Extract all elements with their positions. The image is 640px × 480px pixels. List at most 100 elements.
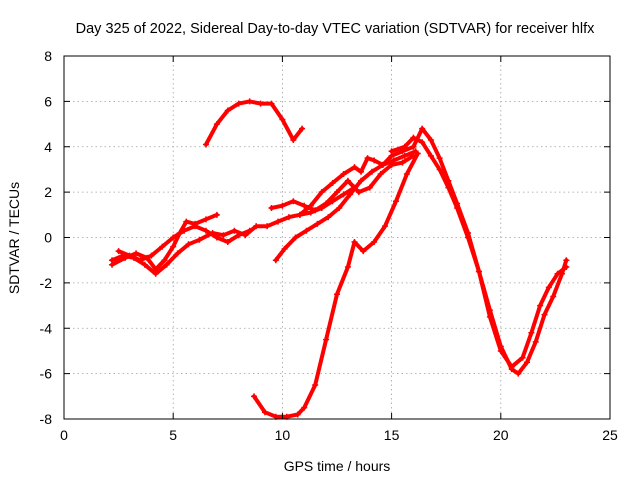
data-point	[347, 191, 354, 198]
data-point	[388, 148, 395, 155]
x-tick-label: 25	[602, 427, 618, 443]
data-point	[290, 198, 297, 205]
series-trace	[110, 212, 219, 272]
data-point	[213, 234, 220, 241]
data-point	[344, 177, 351, 184]
data-point	[355, 189, 362, 196]
data-point	[268, 205, 275, 212]
series-arc-afternoon-descent	[388, 134, 570, 377]
data-point	[329, 180, 336, 187]
data-point	[382, 223, 389, 230]
data-point	[323, 200, 330, 207]
series-arc-early-high	[202, 98, 306, 148]
data-point	[296, 211, 303, 218]
data-point	[368, 168, 375, 175]
data-point	[358, 168, 365, 175]
data-point	[427, 152, 434, 159]
data-point	[202, 141, 209, 148]
series-arc-morning-b	[109, 184, 358, 277]
data-point	[141, 261, 148, 268]
data-point	[371, 239, 378, 246]
y-tick-label: -4	[40, 320, 53, 336]
data-point	[224, 107, 231, 114]
data-point	[213, 211, 220, 218]
data-point	[264, 223, 271, 230]
data-point	[251, 393, 258, 400]
data-point	[399, 159, 406, 166]
data-point	[137, 257, 144, 264]
data-point	[351, 164, 358, 171]
data-point	[366, 184, 373, 191]
data-point	[299, 125, 306, 132]
data-point	[515, 370, 522, 377]
data-point	[486, 313, 493, 320]
x-tick-label: 10	[275, 427, 291, 443]
data-point	[231, 227, 238, 234]
data-point	[360, 248, 367, 255]
data-point	[528, 329, 535, 336]
data-point	[563, 257, 570, 264]
y-tick-label: -6	[40, 366, 53, 382]
data-point	[427, 136, 434, 143]
data-point	[148, 252, 155, 259]
series-trace	[389, 135, 569, 376]
data-point	[285, 214, 292, 221]
data-point	[344, 263, 351, 270]
data-point	[390, 157, 397, 164]
y-tick-label: 2	[44, 184, 52, 200]
series-arc-midday-a	[268, 152, 417, 214]
data-point	[202, 216, 209, 223]
data-point	[246, 98, 253, 105]
data-point	[318, 189, 325, 196]
data-point	[454, 200, 461, 207]
data-point	[312, 381, 319, 388]
data-point	[401, 152, 408, 159]
data-point	[436, 166, 443, 173]
data-point	[358, 177, 365, 184]
data-point	[202, 227, 209, 234]
data-point	[272, 257, 279, 264]
data-point	[312, 207, 319, 214]
data-point	[126, 252, 133, 259]
data-point	[109, 257, 116, 264]
data-point	[475, 268, 482, 275]
data-point	[550, 293, 557, 300]
data-point	[185, 241, 192, 248]
data-point	[170, 234, 177, 241]
data-point	[183, 218, 190, 225]
x-axis-label: GPS time / hours	[284, 458, 391, 474]
data-point	[152, 270, 159, 277]
data-point	[379, 161, 386, 168]
data-point	[275, 218, 282, 225]
data-point	[281, 245, 288, 252]
axis-ticks: 0 5 10 15 20 25 -8 -6 -4 -2 0 2 4 6 8	[40, 48, 618, 443]
x-tick-label: 0	[60, 427, 68, 443]
data-point	[301, 202, 308, 209]
data-point	[340, 191, 347, 198]
data-point	[419, 125, 426, 132]
data-point	[257, 100, 264, 107]
data-point	[340, 170, 347, 177]
data-point	[279, 202, 286, 209]
data-point	[253, 223, 260, 230]
data-point	[410, 143, 417, 150]
data-point	[303, 227, 310, 234]
data-point	[181, 227, 188, 234]
series-trace	[273, 149, 418, 263]
data-point	[325, 214, 332, 221]
data-point	[401, 143, 408, 150]
data-point	[261, 409, 268, 416]
data-point	[292, 234, 299, 241]
y-tick-label: -8	[40, 411, 53, 427]
series-arc-midday-c	[296, 143, 417, 218]
x-tick-label: 5	[169, 427, 177, 443]
data-point	[519, 354, 526, 361]
y-tick-label: 0	[44, 230, 52, 246]
data-point	[532, 338, 539, 345]
data-point	[196, 236, 203, 243]
data-point	[161, 257, 168, 264]
data-point	[192, 223, 199, 230]
data-point	[235, 232, 242, 239]
data-point	[159, 243, 166, 250]
data-point	[268, 100, 275, 107]
